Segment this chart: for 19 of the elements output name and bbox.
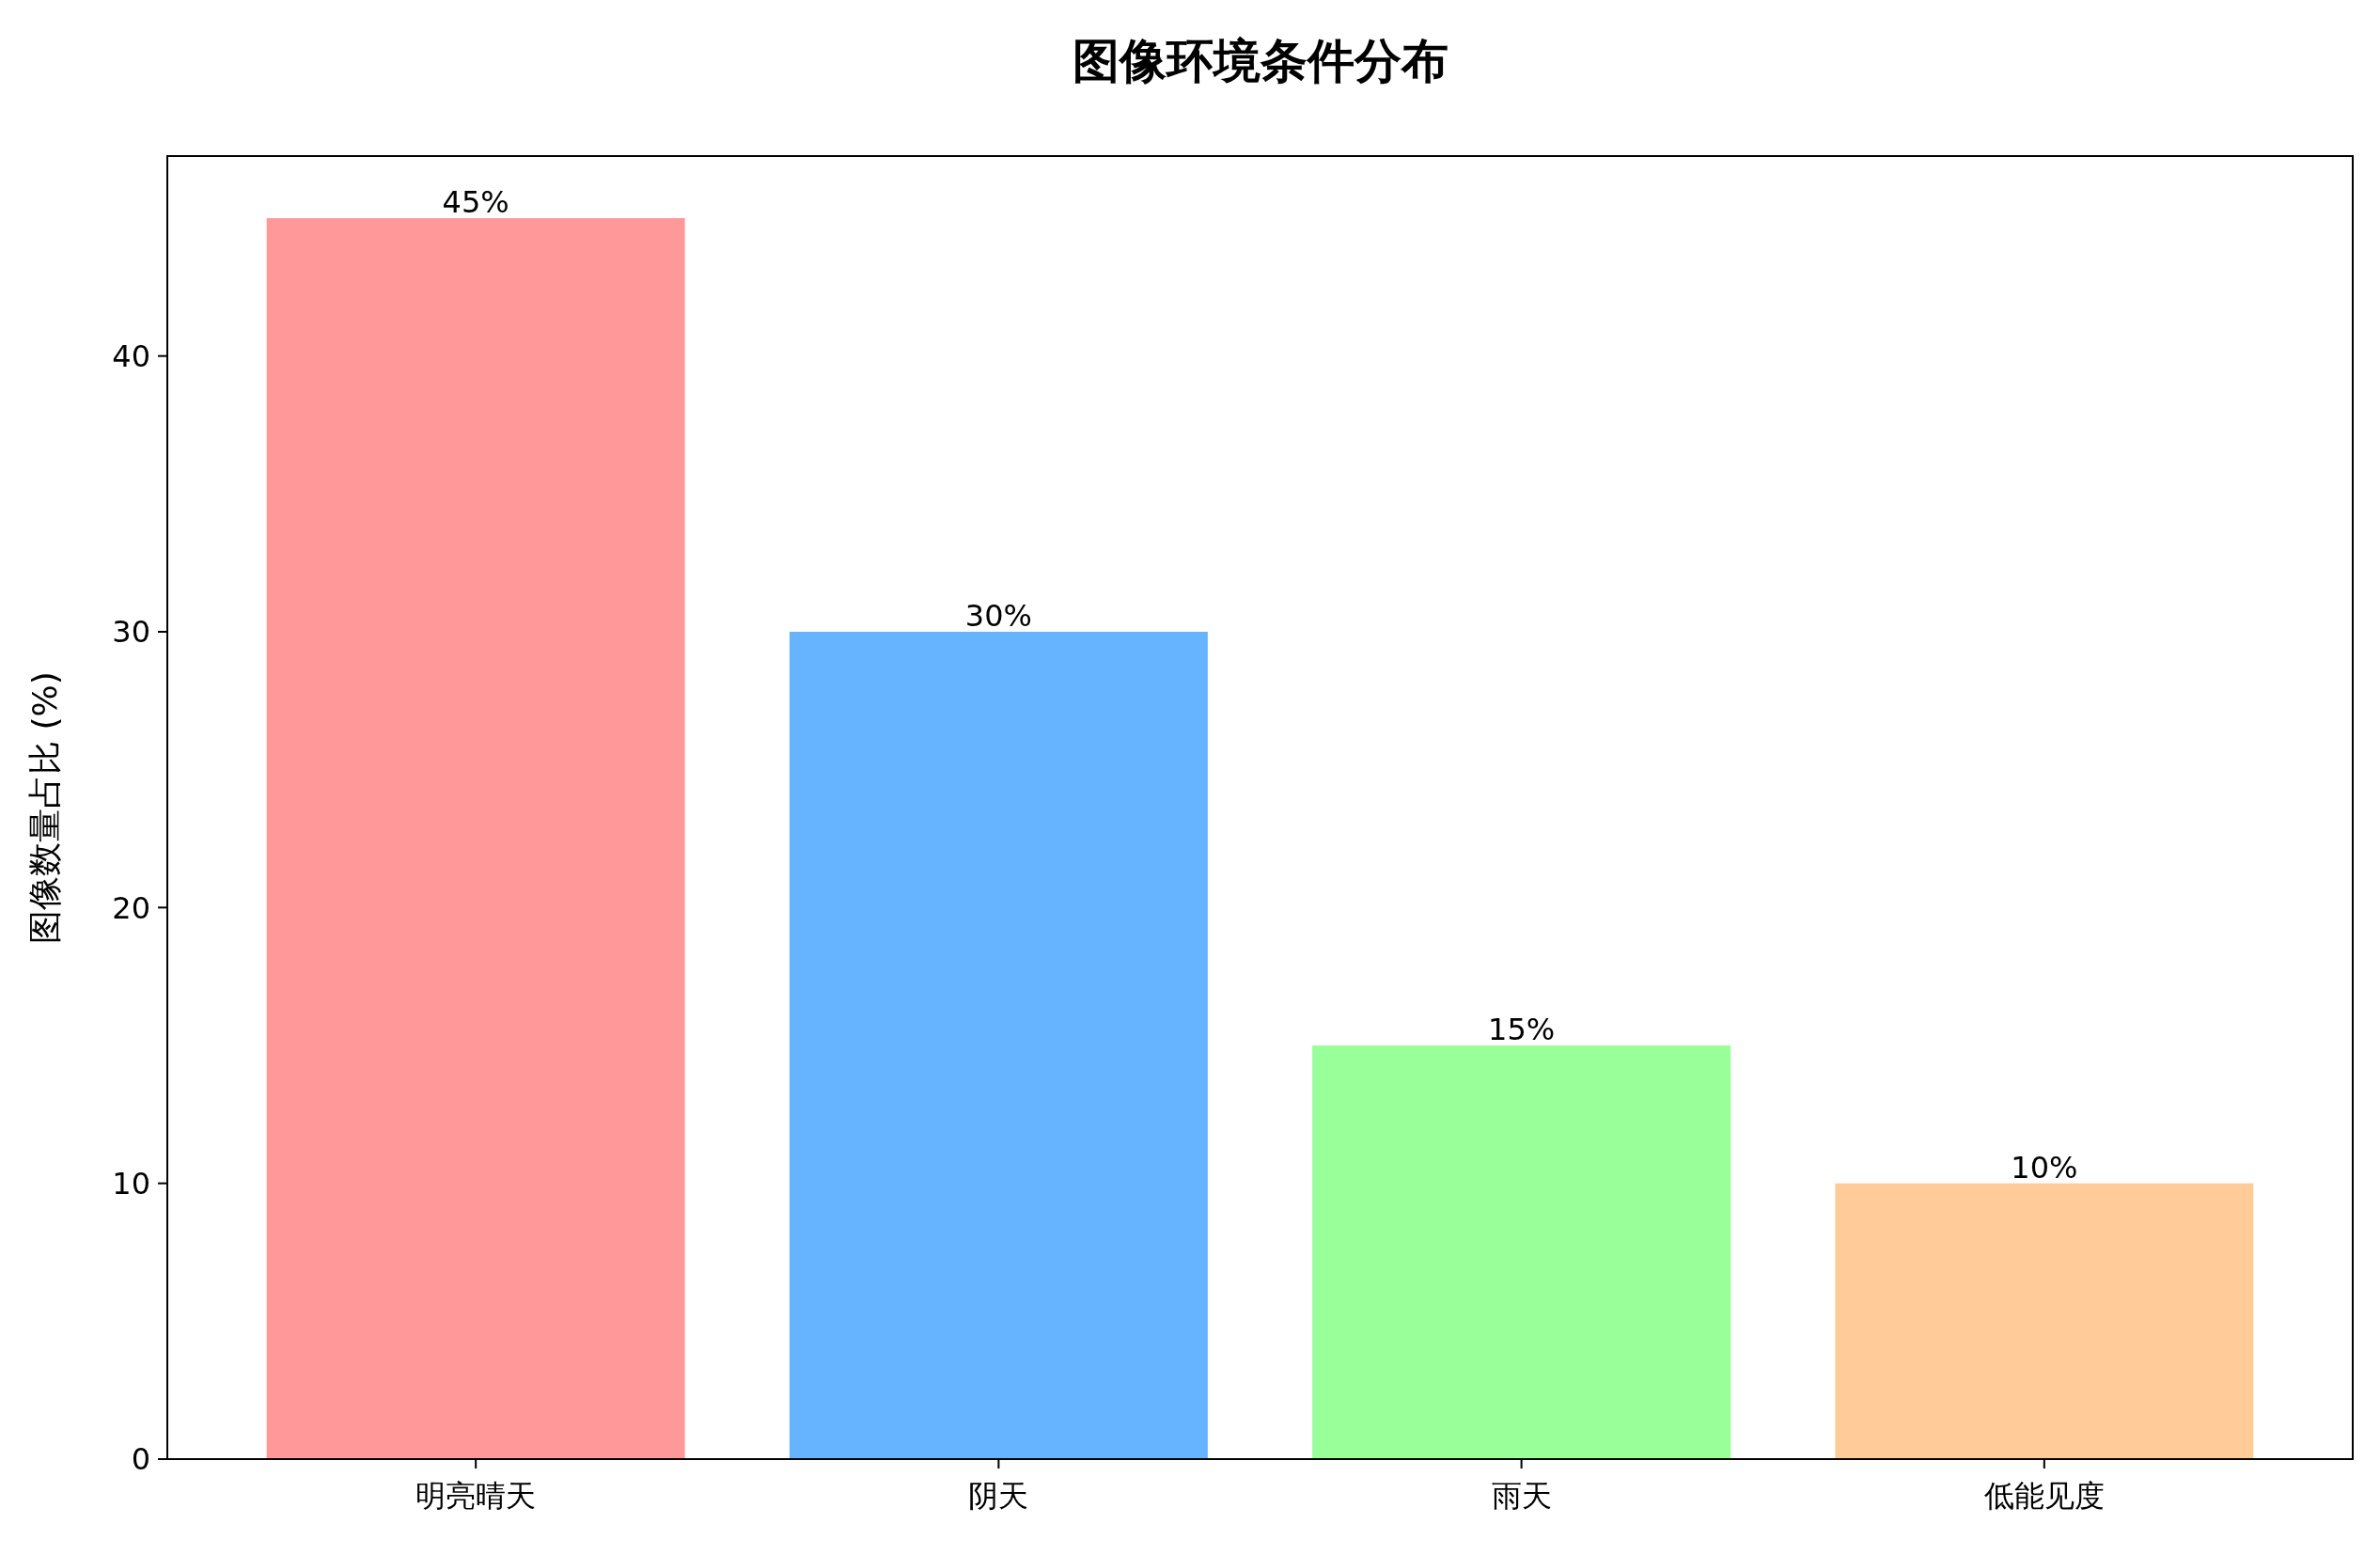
y-axis-title: 图像数量占比 (%)	[25, 671, 64, 944]
data-label: 15%	[1488, 1012, 1556, 1047]
y-tick-label: 30	[112, 614, 150, 651]
bar	[789, 632, 1208, 1459]
data-label: 30%	[964, 598, 1032, 634]
data-label: 10%	[2011, 1149, 2078, 1186]
x-tick-label: 雨天	[1491, 1478, 1552, 1514]
y-tick-label: 0	[131, 1441, 150, 1478]
x-tick-label: 阴天	[968, 1478, 1029, 1514]
data-label: 45%	[442, 184, 509, 220]
bar	[266, 218, 685, 1459]
chart-title: 图像环境条件分布	[1072, 34, 1448, 88]
bar	[1312, 1045, 1731, 1459]
bar	[1835, 1183, 2254, 1459]
y-tick-label: 40	[112, 338, 150, 374]
y-tick-label: 10	[112, 1165, 150, 1202]
y-tick-label: 20	[112, 889, 150, 926]
x-tick-label: 低能见度	[1983, 1478, 2105, 1514]
x-tick-label: 明亮晴天	[415, 1478, 537, 1514]
